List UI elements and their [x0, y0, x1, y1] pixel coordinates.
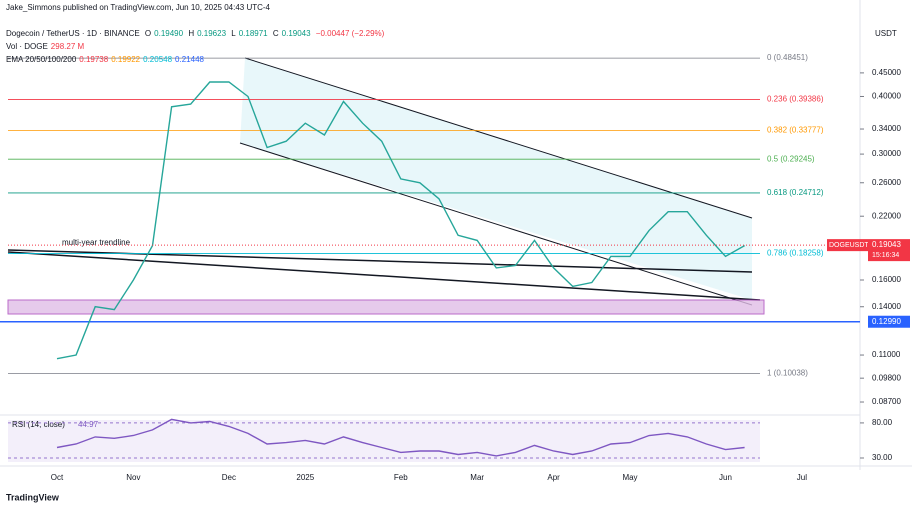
support-zone — [7, 299, 765, 315]
y-tick-label: 0.08700 — [872, 397, 901, 406]
rsi-value: 44.97 — [78, 420, 99, 429]
channel — [240, 58, 752, 300]
x-tick-label: Apr — [547, 473, 560, 482]
y-tick-label: 30.00 — [872, 453, 893, 462]
ohlc-key: L — [231, 29, 236, 38]
x-tick-label: Mar — [470, 473, 484, 482]
y-tick-label: 0.34000 — [872, 124, 901, 133]
y-tick-label: 0.45000 — [872, 68, 901, 77]
volume-line: Vol · DOGE 298.27 M — [6, 42, 87, 51]
y-tick-label: 0.40000 — [872, 92, 901, 101]
fib-label: 0.5 (0.29245) — [767, 154, 815, 163]
symbol-label: DOGEUSDT — [829, 242, 869, 249]
ema-value: 0.21448 — [175, 55, 204, 64]
ohlc-value: 0.19043 — [281, 29, 311, 38]
fib-label: 0 (0.48451) — [767, 53, 808, 62]
trendline — [7, 249, 753, 273]
y-tick-label: 0.11000 — [872, 350, 901, 359]
volume: 298.27 M — [50, 42, 85, 51]
change: −0.00447 (−2.29%) — [315, 29, 385, 38]
channel-bottom — [239, 142, 753, 306]
price-line — [56, 418, 745, 457]
y-tick-label: 0.26000 — [872, 178, 901, 187]
ema-value: 0.20548 — [143, 55, 173, 64]
y-tick-label: 0.09800 — [872, 373, 901, 382]
ohlc-value: 0.19623 — [197, 29, 227, 38]
price-label: 0.19043 — [872, 240, 901, 249]
fib-label: 0.382 (0.33777) — [767, 125, 824, 134]
x-tick-label: Jun — [719, 473, 732, 482]
x-tick-label: Dec — [222, 473, 236, 482]
ohlc-key: H — [188, 29, 195, 38]
ohlc-key: O — [144, 29, 152, 38]
symbol-line: Dogecoin / TetherUS · 1D · BINANCE O 0.19… — [6, 29, 387, 38]
annotation: multi-year trendline — [62, 238, 131, 247]
volume-label: Vol · DOGE — [6, 42, 48, 51]
footer-logo: TradingView — [6, 492, 60, 502]
ema-line: EMA 20/50/100/200 0.19738 0.19922 0.20548 0.… — [6, 55, 207, 64]
fib-label: 1 (0.10038) — [767, 368, 808, 377]
x-tick-label: Feb — [394, 473, 408, 482]
ema-label: EMA 20/50/100/200 — [6, 55, 77, 64]
ohlc-value: 0.18971 — [238, 29, 268, 38]
rsi-label: RSI (14, close) — [12, 420, 65, 429]
x-tick-label: 2025 — [296, 473, 314, 482]
y-tick-label: 0.16000 — [872, 275, 901, 284]
channel-top — [244, 57, 753, 219]
author-line: Jake_Simmons published on TradingView.co… — [6, 3, 271, 12]
y-tick-label: 80.00 — [872, 418, 893, 427]
ohlc-key: C — [272, 29, 279, 38]
x-tick-label: Jul — [797, 473, 807, 482]
support-tag — [868, 315, 910, 328]
countdown: 15:16:34 — [872, 252, 899, 259]
x-tick-label: Nov — [126, 473, 140, 482]
ohlc-value: 0.19490 — [154, 29, 184, 38]
fib-label: 0.786 (0.18258) — [767, 249, 824, 258]
currency: USDT — [875, 29, 897, 38]
y-tick-label: 0.22000 — [872, 211, 901, 220]
y-tick-label: 0.30000 — [872, 149, 901, 158]
symbol-tag — [827, 239, 868, 252]
ema-value: 0.19738 — [79, 55, 109, 64]
fib-label: 0.236 (0.39386) — [767, 95, 824, 104]
rsi-pane — [8, 420, 760, 462]
x-tick-label: May — [622, 473, 637, 482]
fib-label: 0.618 (0.24712) — [767, 188, 824, 197]
ema-value: 0.19922 — [111, 55, 141, 64]
y-tick-label: 0.14000 — [872, 302, 901, 311]
price-line — [56, 81, 745, 360]
support-label: 0.12990 — [872, 317, 901, 326]
x-tick-label: Oct — [51, 473, 64, 482]
price-tag — [868, 239, 910, 262]
multi-year-trendline — [7, 251, 761, 301]
symbol: Dogecoin / TetherUS · 1D · BINANCE — [6, 29, 140, 38]
